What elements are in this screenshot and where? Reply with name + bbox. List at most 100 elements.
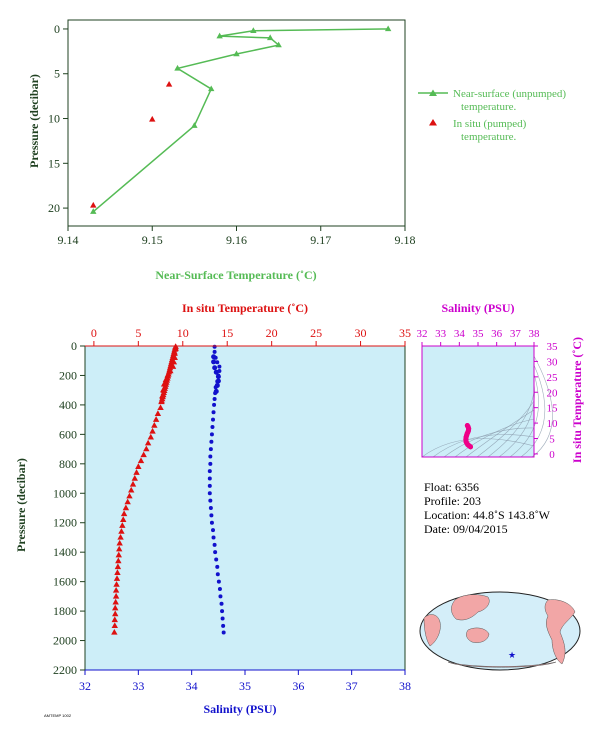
- map-land-australia: [466, 627, 490, 643]
- ts-point: [468, 444, 474, 450]
- near-surface-x-tick-label: 9.14: [58, 233, 79, 247]
- salinity-point: [207, 469, 212, 474]
- salinity-point: [209, 439, 214, 444]
- temperature-point: [117, 533, 124, 540]
- pressure-axis-tick-label: 200: [59, 368, 77, 382]
- salinity-point: [217, 364, 222, 369]
- temperature-point: [111, 622, 118, 629]
- ts-diagram: 32 33 34 35 36 37 38 0 5 10 15 20 25 30 35 Salinity (P…: [417, 301, 585, 463]
- salinity-axis-tick-label: 34: [186, 679, 198, 693]
- salinity-axis-tick-label: 32: [79, 679, 91, 693]
- temperature-point: [112, 610, 119, 617]
- ts-temp-tick-label: 30: [547, 356, 559, 368]
- salinity-point: [212, 542, 217, 547]
- temperature-point: [120, 516, 127, 522]
- salinity-point: [212, 349, 217, 354]
- temperature-point: [135, 463, 142, 469]
- near-surface-y-tick-label: 10: [48, 112, 60, 126]
- temperature-point: [140, 451, 147, 458]
- near-surface-y-tick-label: 5: [54, 67, 60, 81]
- pressure-axis-tick-label: 2200: [53, 663, 77, 677]
- near-surface-x-tick-label: 9.17: [310, 233, 331, 247]
- unpumped-point: [174, 64, 181, 71]
- temperature-point: [149, 427, 156, 434]
- temp-axis-tick-label: 35: [399, 326, 411, 340]
- temperature-point: [143, 445, 150, 452]
- temp-axis-tick-label: 25: [310, 326, 322, 340]
- temp-axis-tick-label: 20: [266, 326, 278, 340]
- salinity-point: [213, 355, 218, 360]
- near-surface-x-tick-label: 9.15: [142, 233, 163, 247]
- ts-salinity-tick-label: 37: [510, 328, 522, 340]
- near-surface-y-tick-label: 0: [54, 22, 60, 36]
- salinity-point: [207, 491, 212, 496]
- temperature-point: [126, 492, 133, 499]
- temperature-point: [111, 628, 118, 635]
- salinity-point: [212, 344, 217, 349]
- near-surface-x-axis-label: Near-Surface Temperature (˚C): [155, 268, 316, 282]
- salinity-point: [211, 417, 215, 422]
- unpumped-point: [191, 122, 198, 128]
- temperature-point: [158, 397, 165, 404]
- pressure-axis-tick-label: 800: [59, 457, 77, 471]
- density-contour: [509, 373, 539, 458]
- temperature-point: [120, 510, 128, 517]
- salinity-point: [220, 616, 225, 621]
- location: Location: 44.8˚S 143.8˚W: [424, 508, 550, 522]
- pressure-axis-tick-label: 1000: [53, 486, 77, 500]
- temperature-point: [113, 575, 121, 581]
- near-surface-y-tick-label: 15: [48, 156, 60, 170]
- date: Date: 09/04/2015: [424, 522, 508, 536]
- temp-axis-tick-label: 30: [355, 326, 367, 340]
- salinity-point: [213, 550, 218, 555]
- pumped-point: [90, 201, 97, 208]
- salinity-point: [208, 447, 213, 452]
- temp-axis-tick-label: 15: [221, 326, 233, 340]
- temp-axis-tick-label: 5: [135, 326, 141, 340]
- salinity-point: [216, 579, 221, 584]
- legend-pumped-marker: [429, 119, 437, 126]
- salinity-point: [208, 454, 213, 459]
- temperature-point: [113, 581, 120, 587]
- near-surface-legend: Near-surface (unpumped) temperature. In …: [418, 88, 566, 143]
- float-info-panel: Float: 6356 Profile: 203 Location: 44.8˚…: [424, 480, 550, 536]
- profile-chart: 0 5 10 15 20 25 30 35 32 33 34 35 36 37 38 0 200 400 600 80…: [14, 301, 411, 716]
- legend-unpumped-label-1: Near-surface (unpumped): [453, 88, 566, 100]
- density-contour: [487, 391, 535, 458]
- ts-salinity-tick-label: 36: [491, 328, 503, 340]
- near-surface-y-axis-label: Pressure (decibar): [27, 74, 41, 168]
- temperature-point: [115, 557, 122, 564]
- salinity-axis-tick-label: 38: [399, 679, 411, 693]
- salinity-point: [214, 557, 219, 562]
- salinity-point: [217, 369, 222, 374]
- pressure-axis-tick-label: 1600: [53, 575, 77, 589]
- temperature-point: [152, 416, 160, 422]
- float-id: Float: 6356: [424, 480, 480, 494]
- salinity-point: [212, 365, 218, 371]
- ts-salinity-tick-label: 34: [454, 328, 466, 340]
- salinity-point: [213, 385, 218, 390]
- temperature-point: [112, 592, 120, 599]
- salinity-point: [212, 397, 217, 402]
- pressure-axis-tick-label: 1200: [53, 516, 77, 530]
- temperature-point: [112, 604, 119, 611]
- temperature-point: [119, 522, 126, 528]
- temperature-point: [124, 498, 131, 505]
- salinity-point: [216, 373, 221, 378]
- unpumped-point: [233, 50, 240, 57]
- unpumped-point: [216, 32, 223, 39]
- unpumped-point: [90, 208, 97, 214]
- ts-title: Salinity (PSU): [441, 301, 514, 315]
- salinity-point: [210, 425, 215, 429]
- density-contour: [443, 427, 535, 458]
- temperature-point: [112, 586, 120, 593]
- density-contour: [498, 382, 535, 458]
- temperature-point: [131, 475, 138, 481]
- salinity-point: [212, 402, 217, 407]
- profile-bottom-axis-label: Salinity (PSU): [203, 702, 276, 716]
- legend-unpumped-label-2: temperature.: [461, 101, 517, 113]
- pressure-axis-tick-label: 0: [71, 339, 77, 353]
- temperature-point: [147, 433, 154, 440]
- temperature-point: [114, 569, 121, 575]
- unpumped-point: [208, 85, 215, 92]
